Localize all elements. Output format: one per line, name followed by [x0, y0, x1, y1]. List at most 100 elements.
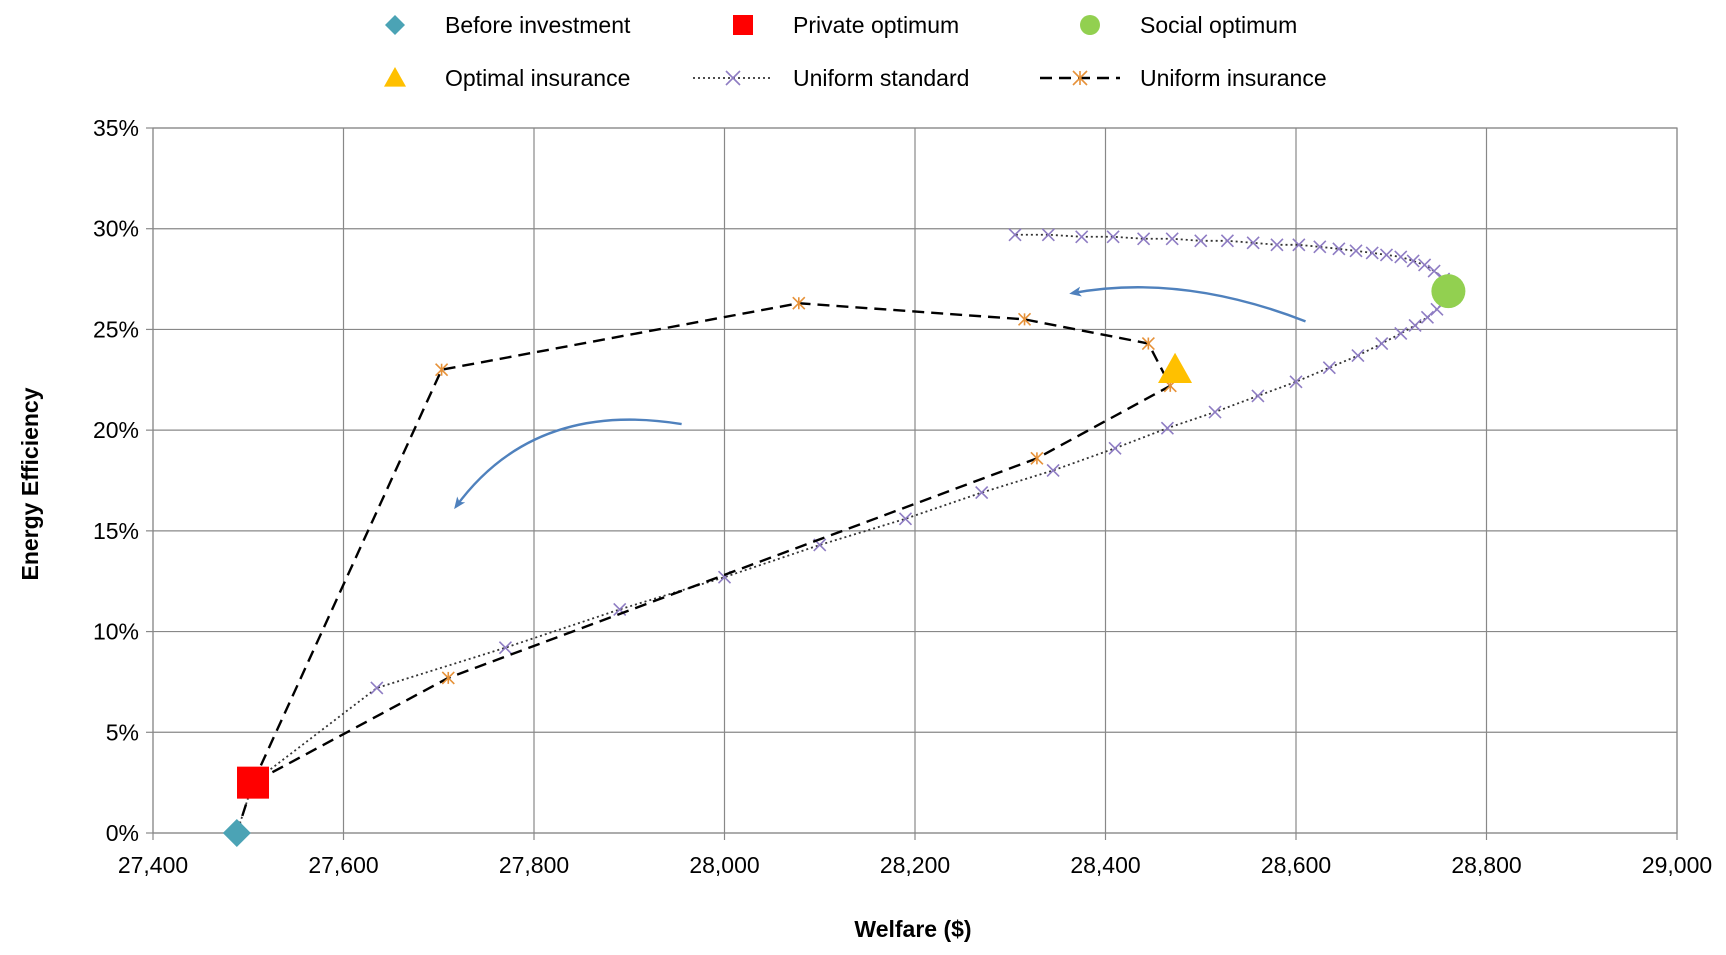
plot-area-border [152, 127, 1678, 834]
legend-item-optimal-insurance: Optimal insurance [384, 65, 630, 91]
data-point-uniform-standard [1408, 318, 1422, 332]
y-tick-label: 25% [93, 316, 139, 342]
data-point-uniform-standard [1375, 336, 1389, 351]
data-point-uniform-standard [1270, 238, 1284, 252]
data-point-uniform-standard [1220, 234, 1234, 248]
legend-marker-uniform-insurance [1072, 70, 1088, 86]
data-point-uniform-insurance [1141, 336, 1155, 351]
series-before-investment [222, 819, 251, 847]
legend-marker-optimal-insurance [384, 67, 406, 87]
series-line-uniform-standard [235, 233, 1450, 834]
legend-item-uniform-insurance: Uniform insurance [1040, 65, 1327, 91]
data-point-uniform-standard [1137, 232, 1151, 246]
y-tick-label: 35% [93, 115, 139, 141]
data-point-uniform-standard [1394, 326, 1408, 341]
legend-label: Uniform standard [793, 65, 969, 91]
legend-item-social-optimum: Social optimum [1080, 12, 1297, 38]
data-point-uniform-standard [1041, 228, 1055, 242]
series [222, 228, 1466, 847]
data-point-uniform-standard [1379, 248, 1394, 262]
data-point-uniform-standard [1394, 250, 1408, 264]
legend-item-uniform-standard: Uniform standard [693, 65, 969, 91]
series-social-optimum [1431, 274, 1466, 309]
legend-label: Before investment [445, 12, 631, 38]
data-point-uniform-standard [1406, 254, 1420, 268]
y-tick-label: 15% [93, 518, 139, 544]
data-point-uniform-standard [1289, 375, 1303, 389]
annotation-arrow-2 [454, 418, 682, 510]
data-point-uniform-standard [1046, 463, 1060, 477]
y-tick-label: 5% [106, 719, 139, 745]
legend-label: Private optimum [793, 12, 959, 38]
axes: 27,400 27,600 27,800 28,000 28,200 28,400 28,6… [93, 115, 1712, 878]
y-tick-label: 20% [93, 417, 139, 443]
y-axis-title: Energy Efficiency [17, 387, 43, 580]
marker-optimal-insurance [1158, 352, 1193, 383]
data-point-uniform-standard [1365, 246, 1379, 260]
data-point-uniform-standard [1313, 240, 1327, 254]
y-tick-label: 30% [93, 216, 139, 242]
data-point-uniform-standard [1160, 421, 1174, 435]
annotation-arrows [454, 286, 1306, 510]
x-tick-label: 28,000 [689, 852, 759, 878]
legend-item-private-optimum: Private optimum [733, 12, 959, 38]
legend-label: Social optimum [1140, 12, 1297, 38]
data-point-uniform-standard [1349, 244, 1363, 258]
marker-before-investment [222, 819, 251, 847]
data-point-uniform-standard [1420, 310, 1435, 324]
data-point-uniform-insurance [435, 363, 449, 377]
series-private-optimum [237, 766, 270, 799]
data-point-uniform-insurance [1030, 451, 1044, 465]
grid [152, 127, 1678, 834]
marker-private-optimum [237, 766, 270, 799]
data-point-uniform-standard [1165, 232, 1179, 246]
x-tick-label: 27,400 [118, 852, 188, 878]
data-point-uniform-standard [1418, 258, 1432, 272]
legend-item-before-investment: Before investment [385, 12, 631, 38]
data-point-uniform-standard [1194, 234, 1208, 248]
data-point-uniform-standard [975, 486, 989, 500]
data-point-uniform-standard [1322, 361, 1336, 375]
legend-label: Uniform insurance [1140, 65, 1327, 91]
data-point-uniform-standard [1108, 441, 1122, 455]
data-point-uniform-standard [370, 681, 384, 695]
y-tick-label: 0% [106, 820, 139, 846]
legend-marker-before-investment [385, 15, 405, 35]
series-uniform-insurance [230, 296, 1177, 840]
data-point-uniform-insurance [1017, 312, 1032, 326]
data-point-uniform-standard [1292, 238, 1306, 252]
series-uniform-standard [230, 228, 1455, 840]
data-point-uniform-standard [1106, 230, 1120, 244]
x-axis-title: Welfare ($) [854, 916, 971, 942]
data-point-uniform-insurance [792, 296, 806, 310]
legend-label: Optimal insurance [445, 65, 630, 91]
legend: Before investment Private optimum Social o… [384, 12, 1327, 91]
data-point-uniform-standard [498, 641, 512, 655]
data-point-uniform-standard [1075, 230, 1089, 244]
y-tick-label: 10% [93, 619, 139, 645]
series-line-uniform-insurance [235, 302, 1172, 834]
data-point-uniform-standard [1246, 236, 1260, 250]
data-point-uniform-standard [1332, 242, 1346, 256]
x-tick-label: 28,600 [1261, 852, 1331, 878]
data-point-uniform-standard [1008, 228, 1022, 242]
data-point-uniform-standard [1351, 349, 1365, 363]
series-optimal-insurance [1158, 352, 1193, 383]
x-tick-label: 28,400 [1070, 852, 1140, 878]
data-point-uniform-insurance [441, 671, 455, 685]
x-tick-label: 28,800 [1451, 852, 1521, 878]
x-tick-label: 27,800 [499, 852, 569, 878]
legend-marker-uniform-standard [725, 70, 741, 86]
x-tick-label: 27,600 [308, 852, 378, 878]
x-tick-label: 28,200 [880, 852, 950, 878]
marker-social-optimum [1431, 274, 1466, 309]
data-point-uniform-standard [1208, 405, 1222, 419]
legend-marker-private-optimum [733, 15, 753, 35]
legend-marker-social-optimum [1080, 15, 1100, 35]
data-point-uniform-standard [1427, 264, 1441, 278]
annotation-arrow-1 [1069, 286, 1306, 323]
x-tick-label: 29,000 [1642, 852, 1712, 878]
data-point-uniform-standard [1251, 389, 1265, 403]
